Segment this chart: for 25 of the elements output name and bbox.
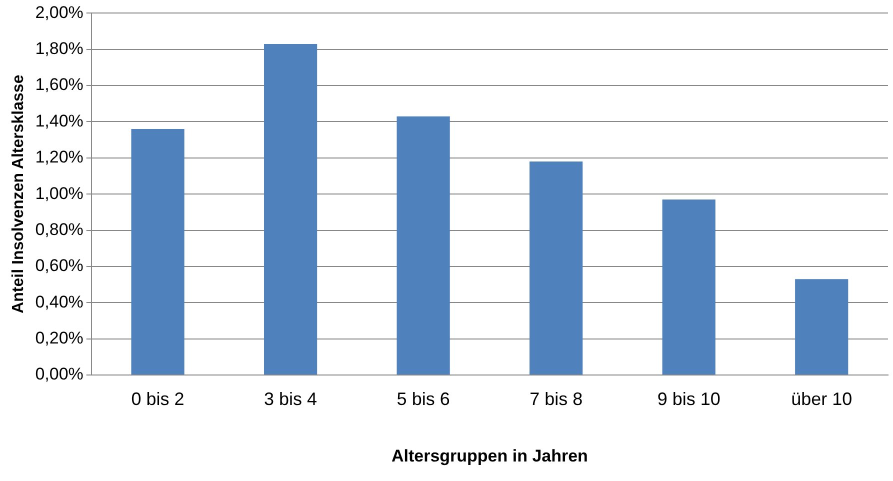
x-tick-label: 9 bis 10 bbox=[657, 388, 720, 409]
bar bbox=[131, 128, 184, 374]
y-tick-label: 0,20% bbox=[35, 328, 84, 348]
y-tick-label: 0,40% bbox=[35, 292, 84, 312]
y-tick-label: 0,80% bbox=[35, 220, 84, 239]
bar bbox=[396, 116, 450, 374]
y-tick-label: 1,60% bbox=[35, 75, 84, 94]
x-axis-title: Altersgruppen in Jahren bbox=[391, 446, 588, 466]
bar bbox=[530, 162, 583, 374]
x-tick-label: 5 bis 6 bbox=[396, 388, 450, 409]
y-tick-label: 0,60% bbox=[35, 256, 84, 276]
x-tick-label: 0 bis 2 bbox=[131, 388, 184, 409]
y-tick-label: 1,20% bbox=[35, 148, 84, 167]
x-tick-label: über 10 bbox=[791, 388, 852, 409]
bar bbox=[264, 44, 318, 374]
bar bbox=[795, 279, 848, 374]
y-tick-label: 0,00% bbox=[35, 364, 84, 384]
y-tick-label: 1,80% bbox=[35, 39, 84, 58]
y-axis-title: Anteil Insolvenzen Altersklasse bbox=[10, 74, 28, 314]
x-tick-label: 3 bis 4 bbox=[264, 388, 318, 409]
y-tick-label: 1,00% bbox=[35, 184, 84, 203]
bar bbox=[662, 200, 716, 374]
y-tick-label: 2,00% bbox=[35, 2, 84, 22]
x-tick-label: 7 bis 8 bbox=[530, 388, 583, 409]
y-tick-label: 1,40% bbox=[35, 111, 84, 130]
